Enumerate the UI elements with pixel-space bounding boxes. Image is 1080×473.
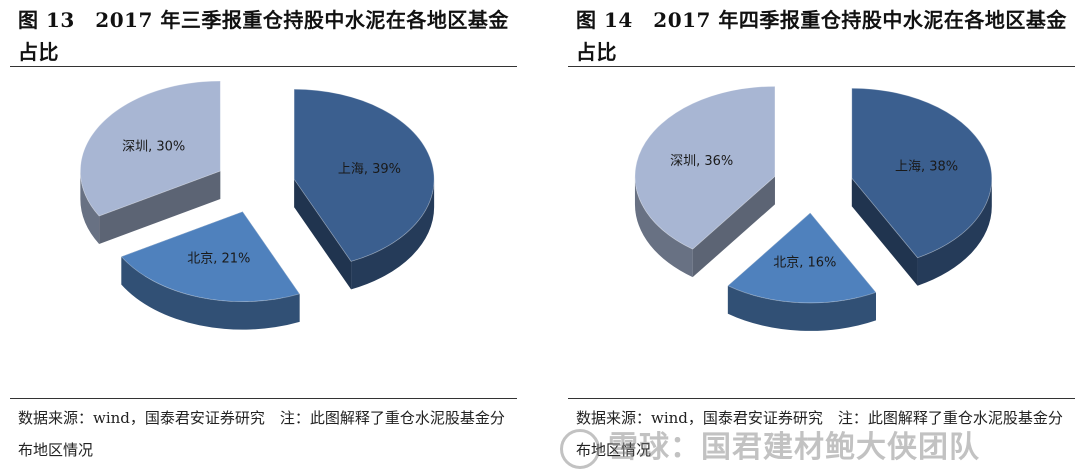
slice-side	[917, 178, 992, 286]
slice-label: 北京, 21%	[187, 252, 250, 267]
source-divider	[568, 398, 1075, 399]
watermark: 雪球：国君建材鲍大侠团队	[560, 422, 1080, 472]
slice-top	[634, 85, 776, 250]
figure-title: 图 13 2017 年三季报重仓持股中水泥在各地区基金占比	[18, 8, 509, 64]
pie-chart-q3: 深圳, 30% 上海, 39% 北京, 21%	[80, 80, 435, 330]
slice-side	[727, 285, 876, 331]
slice-label: 上海, 39%	[338, 162, 401, 177]
slice-label: 深圳, 30%	[122, 139, 185, 154]
pie-slice-2: 深圳, 36%	[634, 85, 776, 278]
source-divider	[10, 398, 517, 399]
slice-side	[351, 179, 435, 290]
slice-top	[120, 211, 301, 303]
slice-wall	[851, 178, 918, 286]
figure-14: 图 14 2017 年四季报重仓持股中水泥在各地区基金占比 深圳, 36% 上海,…	[568, 0, 1075, 473]
pie-slice-1: 北京, 16%	[727, 212, 877, 331]
pie-slice-0: 上海, 39%	[293, 88, 435, 290]
pie-slice-2: 深圳, 30%	[80, 80, 221, 244]
pie-slice-0: 上海, 38%	[851, 87, 993, 286]
title-divider	[568, 66, 1075, 67]
slice-top	[293, 88, 435, 262]
figure-13: 图 13 2017 年三季报重仓持股中水泥在各地区基金占比 深圳, 30% 上海,…	[10, 0, 517, 473]
slice-top	[80, 80, 221, 217]
slice-label: 上海, 38%	[895, 159, 958, 174]
slice-wall	[99, 171, 221, 244]
slice-top	[851, 87, 993, 259]
snowball-logo-icon	[560, 428, 600, 469]
title-divider	[10, 66, 517, 67]
figure-title: 图 14 2017 年四季报重仓持股中水泥在各地区基金占比	[576, 8, 1067, 64]
slice-wall	[692, 176, 775, 278]
slice-wall	[294, 179, 352, 290]
figure-source: 数据来源：wind，国泰君安证券研究 注：此图解释了重仓水泥股基金分布地区情况	[18, 409, 505, 459]
slice-label: 深圳, 36%	[670, 154, 733, 169]
pie-chart-q4: 深圳, 36% 上海, 38% 北京, 16%	[634, 85, 993, 331]
slice-top	[727, 212, 877, 304]
slice-side	[634, 176, 693, 278]
slice-side	[121, 256, 300, 330]
slice-side	[80, 171, 100, 244]
pie-slice-1: 北京, 21%	[120, 211, 301, 330]
watermark-text: 雪球：国君建材鲍大侠团队	[608, 430, 980, 465]
slice-label: 北京, 16%	[773, 255, 836, 270]
